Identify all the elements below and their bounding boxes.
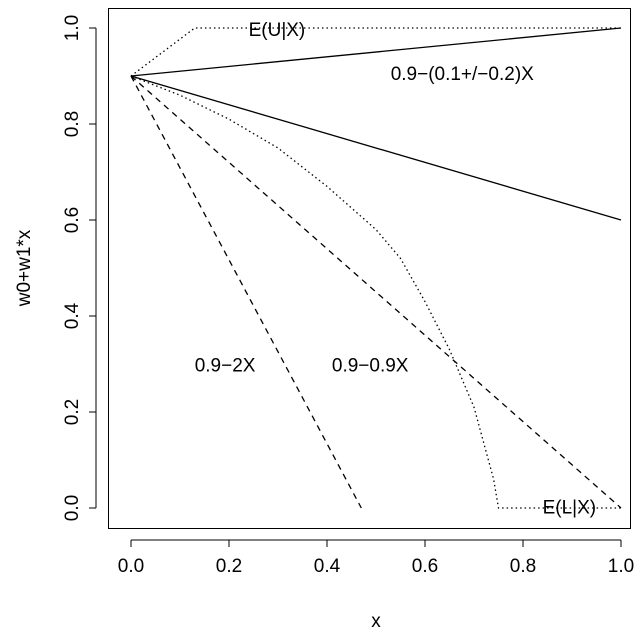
annotation-label-1: E(U|X) xyxy=(249,20,306,41)
y-tick-label: 0.2 xyxy=(62,399,83,425)
x-tick-label: 0.6 xyxy=(412,556,438,577)
y-tick-label: 0.4 xyxy=(62,302,83,329)
annotation-label-3: 0.9−2X xyxy=(195,355,256,376)
y-tick-label: 0.8 xyxy=(62,111,83,137)
y-tick-label: 0.6 xyxy=(62,207,83,233)
y-axis: 0.0 0.2 0.4 0.6 0.8 1.0 xyxy=(62,15,97,521)
annotation-label-2: 0.9−(0.1+/−0.2)X xyxy=(391,64,534,85)
x-tick-label: 0.8 xyxy=(510,556,536,577)
x-axis: 0.0 0.2 0.4 0.6 0.8 1.0 xyxy=(118,539,634,577)
series-line-4 xyxy=(130,75,622,509)
x-axis-label: x xyxy=(371,611,381,632)
series-line-1 xyxy=(130,27,622,77)
annotation-label-4: 0.9−0.9X xyxy=(332,355,409,376)
x-tick-label: 0.2 xyxy=(216,556,242,577)
plot-frame xyxy=(108,8,631,529)
annotation-layer: E(U|X) 0.9−(0.1+/−0.2)X 0.9−2X 0.9−0.9X E(L|… xyxy=(195,20,596,519)
series-line-6 xyxy=(130,75,621,509)
series-line-3 xyxy=(130,75,362,509)
series-line-2 xyxy=(130,75,622,221)
x-tick-label: 0.4 xyxy=(314,556,341,577)
annotation-label-5: E(L|X) xyxy=(543,498,597,519)
x-tick-label: 0.0 xyxy=(118,556,144,577)
y-tick-label: 1.0 xyxy=(62,15,83,41)
y-axis-label: w0+w1*x xyxy=(14,229,35,307)
x-tick-label: 1.0 xyxy=(608,556,634,577)
y-tick-label: 0.0 xyxy=(62,495,83,521)
series-layer xyxy=(130,27,622,509)
